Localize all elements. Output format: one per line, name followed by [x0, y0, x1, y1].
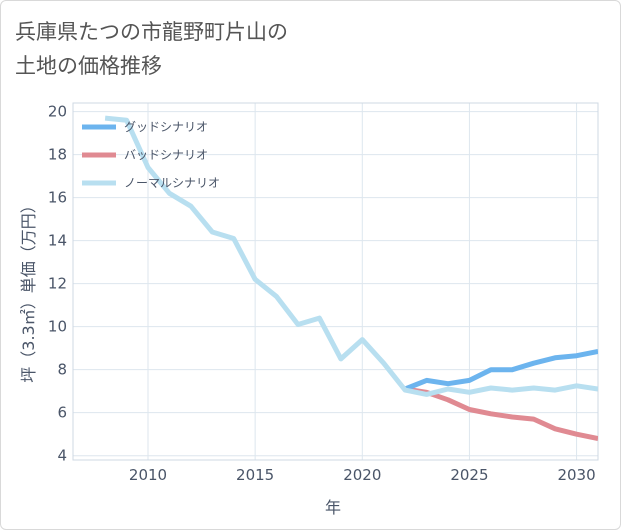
series-line-normal: [104, 115, 598, 397]
legend-label-good: グッドシナリオ: [124, 120, 208, 134]
x-tick-label: 2010: [129, 466, 167, 484]
y-tick-label: 4: [57, 447, 67, 465]
x-tick-label: 2020: [343, 466, 381, 484]
x-axis-label: 年: [325, 498, 341, 517]
tick-labels: 2010 2015 2020 2025 2030 4 6 8 10 12 14 16 18 20: [48, 103, 596, 484]
series-line-bad: [404, 386, 598, 441]
plot-area: [72, 102, 599, 461]
y-tick-label: 16: [48, 189, 67, 207]
y-tick-label: 12: [48, 275, 67, 293]
y-tick-label: 10: [48, 318, 67, 336]
x-tick-label: 2025: [450, 466, 488, 484]
y-tick-label: 6: [57, 404, 67, 422]
y-tick-label: 20: [48, 103, 67, 121]
legend-label-normal: ノーマルシナリオ: [124, 176, 220, 190]
x-tick-label: 2015: [236, 466, 274, 484]
y-tick-label: 8: [57, 361, 67, 379]
series-lines: [104, 115, 598, 441]
legend-label-bad: バッドシナリオ: [124, 148, 208, 162]
axes: [72, 102, 599, 461]
y-axis-label: 坪（3.3㎡）単価（万円）: [19, 197, 38, 382]
x-tick-label: 2030: [557, 466, 595, 484]
y-tick-label: 14: [48, 232, 67, 250]
chart-title: 兵庫県たつの市龍野町片山の 土地の価格推移: [15, 20, 288, 78]
y-tick-label: 18: [48, 146, 67, 164]
series-line-good: [404, 348, 598, 392]
